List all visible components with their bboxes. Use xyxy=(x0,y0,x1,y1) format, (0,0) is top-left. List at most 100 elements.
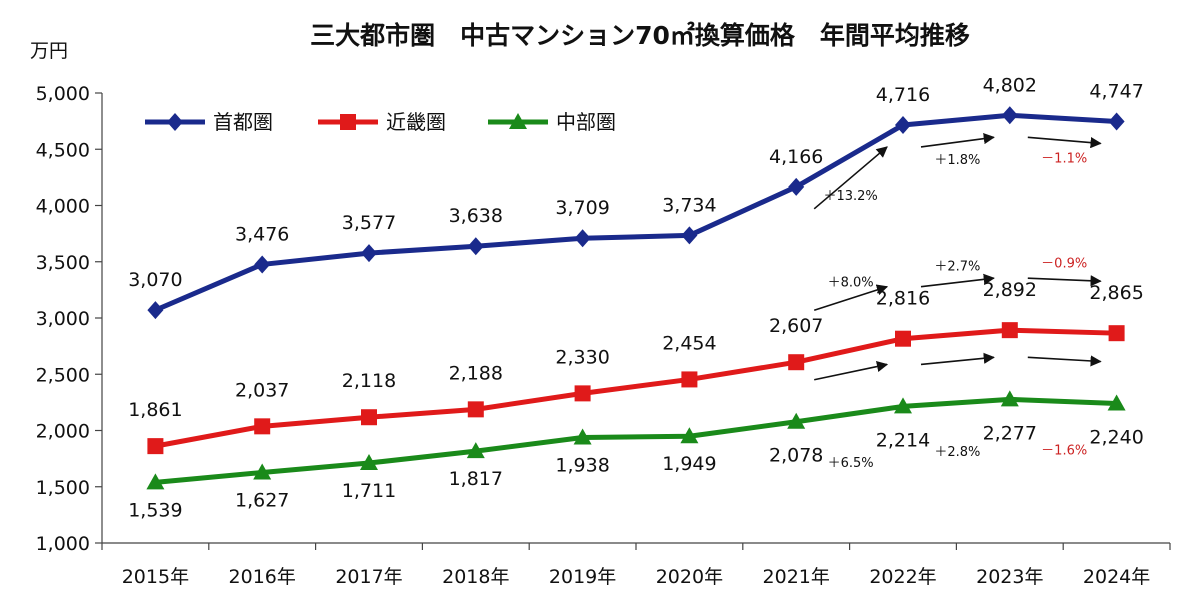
change-arrow xyxy=(920,352,995,366)
x-axis-ticks: 2015年 2016年 2017年 2018年 2019年 2020年 2021年 2022年… xyxy=(101,543,1171,588)
y-tick-label: 1,000 xyxy=(36,533,90,555)
y-tick-label: 2,500 xyxy=(36,364,90,386)
change-arrow xyxy=(1027,275,1102,287)
data-label: 2,330 xyxy=(555,346,609,368)
x-tick-label: 2020年 xyxy=(656,566,723,588)
x-tick-label: 2018年 xyxy=(442,566,509,588)
data-label: 1,817 xyxy=(449,468,503,490)
data-label: 3,476 xyxy=(235,223,289,245)
data-label: 4,747 xyxy=(1089,80,1143,102)
data-point-marker xyxy=(360,454,378,471)
series-line xyxy=(155,396,1117,485)
series-chubu: 1,539 1,627 1,711 1,817 1,938 1,949 2,078 2,214… xyxy=(128,390,1144,521)
data-label: 2,078 xyxy=(769,445,823,467)
data-point-marker xyxy=(894,397,912,414)
data-point-marker xyxy=(509,113,527,129)
data-point-marker xyxy=(1001,322,1018,339)
data-label: 4,716 xyxy=(876,84,930,106)
data-point-marker xyxy=(788,354,805,371)
x-tick-label: 2015年 xyxy=(122,566,189,588)
data-label: 2,816 xyxy=(876,288,930,310)
chart-title: 三大都市圏 中古マンション70㎡換算価格 年間平均推移 xyxy=(310,21,970,50)
data-label: 1,938 xyxy=(555,454,609,476)
x-tick-label: 2016年 xyxy=(229,566,296,588)
y-tick-label: 3,000 xyxy=(36,308,90,330)
change-label: ＋1.8% xyxy=(934,153,980,168)
data-point-marker xyxy=(573,428,592,445)
data-point-marker xyxy=(1001,106,1018,125)
change-label: ＋13.2% xyxy=(823,189,877,204)
data-label: 2,188 xyxy=(449,362,503,384)
data-point-marker xyxy=(340,114,356,130)
y-tick-label: 2,000 xyxy=(36,421,90,443)
y-axis-ticks: 1,000 1,500 2,000 2,500 3,000 3,500 4,000 4,500… xyxy=(36,83,102,555)
data-point-marker xyxy=(681,226,698,245)
data-label: 2,454 xyxy=(662,332,716,354)
data-label: 2,214 xyxy=(876,429,930,451)
data-label: 2,607 xyxy=(769,315,823,337)
data-label: 1,627 xyxy=(235,489,289,511)
data-point-marker xyxy=(466,442,485,459)
data-point-marker xyxy=(681,371,698,388)
series-shutoken: 3,070 3,476 3,577 3,638 3,709 3,734 4,166 4,716… xyxy=(128,74,1144,320)
data-point-marker xyxy=(147,438,164,455)
legend-label: 近畿圏 xyxy=(386,110,446,134)
change-label: ＋8.0% xyxy=(828,275,874,290)
data-point-marker xyxy=(574,385,591,402)
data-label: 3,734 xyxy=(662,194,716,216)
data-point-marker xyxy=(787,412,806,429)
data-label: 1,949 xyxy=(662,453,716,475)
data-point-marker xyxy=(1108,112,1125,131)
x-tick-label: 2021年 xyxy=(763,566,830,588)
change-arrow xyxy=(920,133,995,148)
data-label: 2,240 xyxy=(1089,427,1143,449)
annotation-layer: ＋13.2% ＋1.8% －1.1% ＋8.0% ＋2.7% －0.9% ＋6.5% ＋2.8… xyxy=(813,133,1102,471)
y-tick-label: 4,000 xyxy=(36,196,90,218)
change-arrow xyxy=(813,146,888,210)
data-label: 4,166 xyxy=(769,146,823,168)
data-label: 3,638 xyxy=(449,205,503,227)
data-point-marker xyxy=(147,301,164,320)
data-label: 3,070 xyxy=(128,269,182,291)
data-label: 2,892 xyxy=(983,279,1037,301)
change-label: ＋2.7% xyxy=(934,259,980,274)
x-tick-label: 2019年 xyxy=(549,566,616,588)
data-label: 2,277 xyxy=(983,422,1037,444)
data-label: 1,861 xyxy=(128,399,182,421)
data-point-marker xyxy=(1107,394,1126,411)
data-label: 1,539 xyxy=(128,499,182,521)
data-point-marker xyxy=(1108,325,1125,342)
y-tick-label: 5,000 xyxy=(36,83,90,105)
data-point-marker xyxy=(253,463,272,480)
data-point-marker xyxy=(146,473,165,490)
x-tick-label: 2023年 xyxy=(976,566,1043,588)
change-label: ＋6.5% xyxy=(828,456,874,471)
change-arrow xyxy=(1027,355,1102,367)
data-point-marker xyxy=(895,330,911,347)
series-line xyxy=(154,112,1117,313)
data-point-marker xyxy=(467,237,484,256)
data-label: 2,865 xyxy=(1089,282,1143,304)
data-point-marker xyxy=(1000,390,1019,407)
data-label: 3,577 xyxy=(342,212,396,234)
data-point-marker xyxy=(254,418,271,435)
data-point-marker xyxy=(895,115,911,134)
series-kinki: 1,861 2,037 2,118 2,188 2,330 2,454 2,607 2,816… xyxy=(128,279,1144,455)
series-layer: 3,070 3,476 3,577 3,638 3,709 3,734 4,166 4,716… xyxy=(128,74,1144,521)
data-point-marker xyxy=(254,255,271,274)
data-label: 2,118 xyxy=(342,370,396,392)
data-point-marker xyxy=(574,229,591,248)
change-arrow xyxy=(813,284,889,311)
data-label: 2,037 xyxy=(235,379,289,401)
data-point-marker xyxy=(788,177,805,196)
data-label: 4,802 xyxy=(983,74,1037,96)
data-point-marker xyxy=(680,427,699,444)
data-point-marker xyxy=(467,401,484,418)
y-tick-label: 4,500 xyxy=(36,139,90,161)
series-line xyxy=(154,327,1117,449)
data-point-marker xyxy=(167,113,183,131)
y-tick-label: 3,500 xyxy=(36,252,90,274)
y-tick-label: 1,500 xyxy=(36,477,90,499)
x-tick-label: 2022年 xyxy=(869,566,936,588)
